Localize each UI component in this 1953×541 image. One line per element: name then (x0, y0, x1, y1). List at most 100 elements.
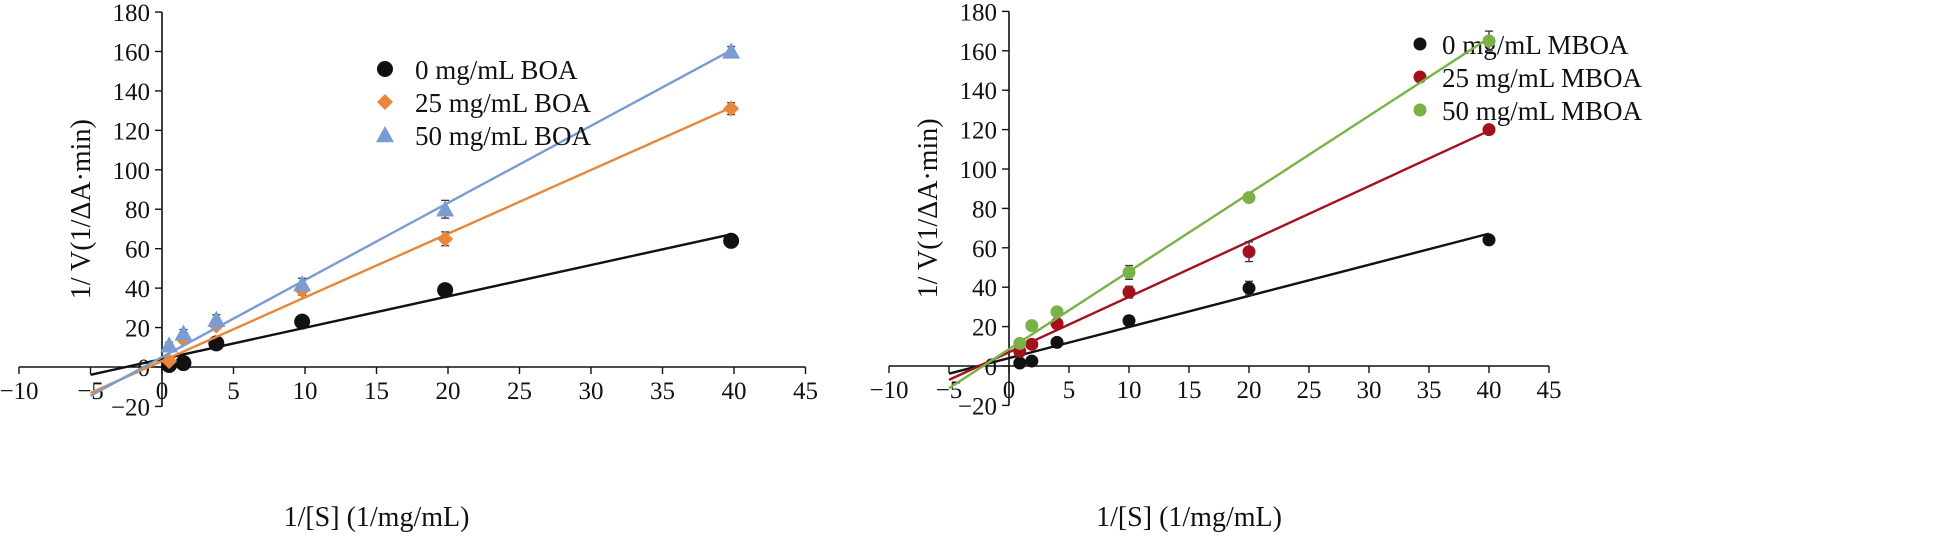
fit-line (948, 129, 1490, 381)
data-point-marker (436, 200, 455, 217)
series-0-mg-ml-mboa (948, 232, 1496, 375)
data-point-marker (1050, 305, 1064, 319)
y-tick-label: 160 (960, 39, 998, 66)
series-50-mg-ml-boa (89, 42, 741, 397)
data-point-marker (1242, 281, 1256, 295)
x-axis-label: 1/[S] (1/mg/mL) (1096, 502, 1282, 533)
data-point-marker (437, 282, 454, 299)
y-tick-label: −20 (958, 393, 997, 420)
data-point-marker (1413, 103, 1427, 117)
legend-entry: 0 mg/mL MBOA (1413, 30, 1629, 60)
x-axis-label: 1/[S] (1/mg/mL) (284, 502, 470, 533)
x-tick-label: −10 (0, 378, 39, 405)
fit-line (89, 49, 732, 397)
y-tick-label: 140 (960, 78, 998, 105)
chart-panel-boa: −10−5051015202530354045−2002040608010012… (0, 0, 818, 533)
x-tick-label: 45 (1537, 377, 1562, 404)
data-point-marker (377, 94, 393, 110)
data-point-marker (175, 355, 192, 372)
legend-label: 25 mg/mL BOA (415, 88, 592, 118)
y-tick-label: 100 (113, 158, 151, 185)
data-point-marker (1122, 265, 1136, 279)
x-tick-label: 15 (364, 378, 389, 405)
fit-line (948, 36, 1490, 390)
data-point-marker (174, 324, 193, 341)
data-point-marker (1013, 336, 1027, 350)
data-point-marker (1122, 285, 1136, 299)
y-tick-label: 80 (125, 197, 150, 224)
series-50-mg-ml-mboa (948, 30, 1496, 390)
x-tick-label: 25 (1297, 377, 1322, 404)
x-tick-label: 35 (1417, 377, 1442, 404)
legend-entry: 50 mg/mL MBOA (1413, 96, 1643, 126)
data-point-marker (1122, 314, 1136, 328)
data-point-marker (377, 61, 393, 77)
x-tick-label: 5 (1063, 377, 1076, 404)
data-point-marker (207, 310, 226, 327)
x-tick-label: 40 (1477, 377, 1502, 404)
legend-entry: 25 mg/mL BOA (377, 88, 592, 118)
y-tick-label: 20 (972, 315, 997, 342)
y-tick-label: 120 (960, 118, 998, 145)
x-tick-label: 0 (156, 378, 169, 405)
series-0-mg-ml-boa (90, 232, 740, 376)
x-tick-label: 35 (650, 378, 675, 405)
legend-entry: 25 mg/mL MBOA (1413, 63, 1643, 93)
data-point-marker (293, 275, 312, 292)
x-tick-label: 15 (1177, 377, 1202, 404)
data-point-marker (1482, 233, 1496, 247)
data-point-marker (1482, 34, 1496, 48)
data-point-marker (160, 336, 179, 353)
y-tick-label: 20 (125, 316, 150, 343)
y-tick-label: 60 (972, 236, 997, 263)
data-point-marker (1413, 37, 1427, 51)
fit-line (90, 233, 732, 376)
data-point-marker (1025, 319, 1039, 333)
y-tick-label: 180 (113, 0, 151, 27)
data-point-marker (161, 353, 178, 370)
y-axis-label: 1/ V(1/ΔA·min) (66, 119, 97, 299)
x-tick-label: 10 (293, 378, 318, 405)
legend-label: 0 mg/mL BOA (415, 55, 578, 85)
data-point-marker (1242, 191, 1256, 205)
fit-line (948, 232, 1490, 375)
y-axis-label: 1/ V(1/ΔA·min) (913, 118, 944, 298)
data-point-marker (1013, 356, 1027, 370)
y-tick-label: 60 (125, 237, 150, 264)
y-tick-label: −20 (111, 394, 150, 421)
x-tick-label: 40 (722, 378, 747, 405)
y-tick-label: 120 (113, 118, 151, 145)
y-tick-label: 140 (113, 79, 151, 106)
x-tick-label: 10 (1117, 377, 1142, 404)
chart-panel-mboa: −10 −5 0 5 10 15 20 25 30 35 40 45−2002040608010012… (869, 0, 1642, 533)
data-point-marker (723, 100, 740, 117)
legend-label: 25 mg/mL MBOA (1442, 63, 1643, 93)
data-point-marker (294, 313, 311, 330)
data-point-marker (437, 230, 454, 247)
y-tick-label: 160 (113, 39, 151, 66)
data-point-marker (1242, 245, 1256, 259)
legend-label: 50 mg/mL MBOA (1442, 96, 1643, 126)
data-point-marker (1050, 335, 1064, 349)
data-point-marker (376, 126, 394, 143)
fit-line (90, 106, 732, 395)
data-point-marker (1025, 354, 1039, 368)
x-tick-label: 45 (793, 378, 818, 405)
data-point-marker (722, 42, 741, 59)
y-tick-label: 40 (125, 276, 150, 303)
legend-label: 50 mg/mL BOA (415, 121, 592, 151)
data-point-marker (723, 232, 740, 249)
y-tick-label: 80 (972, 196, 997, 223)
series-25-mg-ml-mboa (948, 123, 1496, 381)
x-tick-label: 30 (579, 378, 604, 405)
data-point-marker (1025, 337, 1039, 351)
x-tick-label: 5 (227, 378, 240, 405)
legend-label: 0 mg/mL MBOA (1442, 30, 1629, 60)
x-tick-label: 30 (1357, 377, 1382, 404)
y-tick-label: 40 (972, 275, 997, 302)
data-point-marker (1482, 123, 1496, 137)
x-tick-label: 25 (507, 378, 532, 405)
x-tick-label: 20 (1237, 377, 1262, 404)
x-tick-label: −10 (869, 377, 908, 404)
legend-entry: 50 mg/mL BOA (376, 121, 592, 151)
